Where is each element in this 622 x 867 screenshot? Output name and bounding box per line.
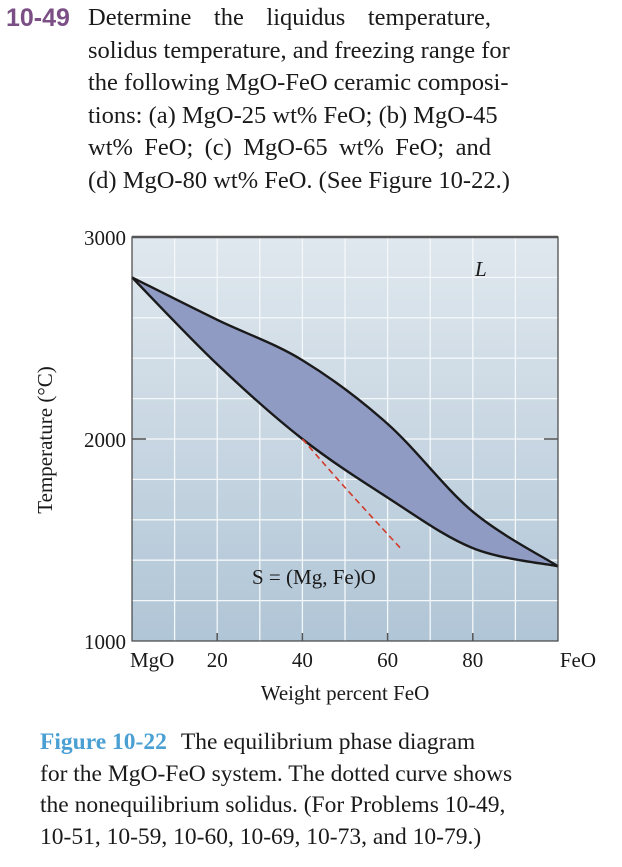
x-tick-label: 40 [292,648,313,672]
problem-line: (d) MgO-80 wt% FeO. (See Figure 10-22.) [88,166,510,194]
y-tick-label: 2000 [84,428,126,452]
two-phase-region [132,277,558,567]
problem-line: Determine the liquidus temperature, [88,4,491,31]
solidus-line [131,276,559,568]
problem-line: wt% FeO; (c) MgO-65 wt% FeO; and [88,134,491,162]
figure-label: Figure 10-22 [40,729,167,755]
y-tick-label: 3000 [84,226,126,250]
caption-line: 10-51, 10-59, 10-60, 10-69, 10-73, and 1… [40,823,482,850]
problem-line: tions: (a) MgO-25 wt% FeO; (b) MgO-45 [88,101,498,129]
problem-text: Determine the liquidus temperature, soli… [88,2,510,198]
x-tick-label: MgO [130,648,174,672]
x-axis-label: Weight percent FeO [261,681,430,705]
x-tick-label: 80 [462,648,483,672]
axis-ticks [132,438,558,641]
nonequilibrium-solidus-line [301,438,401,549]
problem-number: 10-49 [6,4,70,32]
caption-line: for the MgO-FeO system. The dotted curve… [40,760,513,787]
grid [132,237,558,641]
solid-region-label: S = (Mg, Fe)O [252,565,376,589]
problem-line: the following MgO-FeO ceramic composi- [88,69,509,97]
x-tick-label: 20 [207,648,228,672]
y-axis-label: Temperature (°C) [33,366,57,513]
x-tick-label: FeO [560,648,596,672]
problem-line: solidus temperature, and freezing range … [88,36,510,64]
caption-line: The equilibrium phase diagram [180,729,476,755]
x-tick-label: 60 [377,648,398,672]
y-tick-label: 1000 [84,630,126,654]
caption-line: the nonequilibrium solidus. (For Problem… [40,792,506,818]
figure-caption: Figure 10-22 The equilibrium phase diagra… [40,727,600,853]
liquidus-line [131,276,559,568]
liquid-region-label: L [474,257,487,281]
